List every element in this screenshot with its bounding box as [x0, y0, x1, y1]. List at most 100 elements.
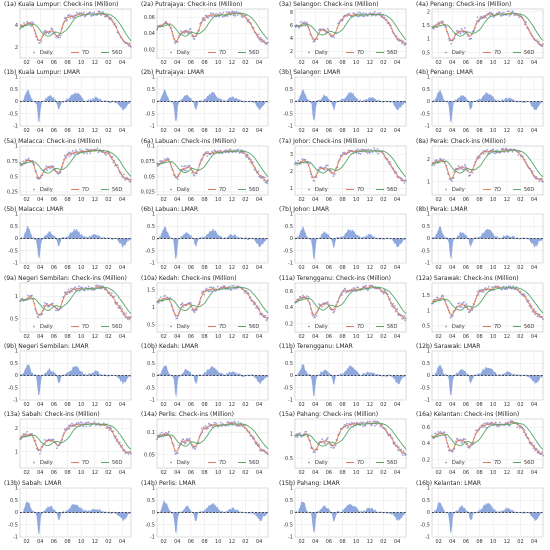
daily-point [110, 292, 113, 295]
x-tick-label: 04 [119, 470, 125, 476]
daily-point [397, 449, 399, 452]
daily-point [190, 303, 193, 306]
panel-title: (9b) Negeri Sembilan: LMAR [4, 343, 89, 350]
series-7d-line [156, 12, 269, 44]
daily-point [255, 306, 257, 309]
plot-area [294, 418, 407, 469]
x-tick-label: 02 [242, 470, 248, 476]
daily-point [508, 14, 511, 17]
daily-point [126, 318, 129, 320]
daily-point [184, 165, 187, 167]
legend-label: Daily [315, 324, 328, 330]
x-tick-label: 08 [476, 197, 482, 203]
y-tick-label: 0.4 [422, 441, 430, 447]
x-tick-label: 12 [92, 60, 98, 66]
lmar-panel-perlis: (14b) Perlis: LMAR 02 04 06 08 10 12 02 04 -1 -0.5… [139, 479, 273, 546]
daily-point [358, 15, 361, 18]
y-tick-label: -0.5 [283, 385, 293, 391]
x-tick-label: 06 [51, 539, 57, 545]
x-tick-label: 06 [51, 197, 57, 203]
daily-point [86, 152, 88, 155]
daily-point [479, 156, 481, 159]
daily-point [461, 165, 464, 168]
lmar-area [431, 225, 544, 259]
y-tick-label: 0 [15, 373, 18, 379]
x-tick-label: 04 [312, 197, 318, 203]
x-tick-label: 04 [531, 470, 537, 476]
daily-point [129, 180, 132, 183]
x-tick-label: 04 [531, 197, 537, 203]
legend-label: 7D [357, 460, 364, 466]
daily-point [237, 421, 240, 423]
legend: Daily 7D 56D [33, 460, 122, 466]
daily-point [215, 422, 217, 425]
daily-point [174, 42, 177, 45]
x-tick-label: 12 [92, 402, 98, 408]
daily-point [211, 15, 214, 18]
series-7d-line [294, 13, 407, 45]
x-tick-label: 02 [517, 402, 523, 408]
x-tick-label: 02 [160, 402, 166, 408]
daily-point [442, 295, 445, 298]
legend: Daily 7D 56D [308, 324, 397, 330]
daily-point [202, 16, 205, 19]
x-tick-label: 04 [531, 539, 537, 545]
daily-point [432, 28, 435, 30]
daily-point [241, 16, 244, 19]
daily-point [168, 158, 170, 160]
y-tick-label: 1 [290, 486, 293, 492]
legend-marker [308, 51, 310, 54]
daily-point [366, 152, 369, 154]
x-tick-label: 02 [23, 470, 29, 476]
daily-point [314, 316, 316, 319]
daily-point [490, 286, 493, 288]
x-tick-label: 02 [380, 334, 386, 340]
x-tick-label: 06 [51, 128, 57, 134]
lmar-area [431, 89, 544, 123]
x-tick-label: 04 [394, 128, 400, 134]
x-tick-label: 10 [490, 265, 496, 271]
x-tick-label: 02 [160, 197, 166, 203]
x-tick-label: 06 [51, 334, 57, 340]
daily-point [98, 284, 100, 287]
daily-point [480, 15, 483, 18]
daily-point [321, 305, 324, 308]
daily-point [99, 285, 102, 287]
daily-point [498, 11, 501, 14]
y-tick-label: 1 [290, 75, 293, 81]
daily-point [52, 165, 55, 168]
daily-point [71, 150, 74, 152]
y-tick-label: 0.5 [10, 316, 18, 322]
lmar-panel-johor: (7b) Johor: LMAR 02 04 06 08 10 12 02 04 -1 -0.5 0 0… [277, 205, 411, 272]
daily-point [200, 427, 203, 430]
x-tick-label: 06 [51, 470, 57, 476]
daily-point [158, 298, 161, 300]
x-tick-label: 02 [435, 60, 441, 66]
x-tick-label: 08 [201, 197, 207, 203]
daily-point [203, 293, 206, 296]
daily-point [532, 447, 535, 450]
legend-label: 7D [357, 324, 364, 330]
daily-point [130, 46, 132, 48]
lmar-panel-labuan: (6b) Labuan: LMAR 02 04 06 08 10 12 02 04 -1 -0.5 0… [139, 205, 273, 272]
checkins-panel-sarawak: (12a) Sarawak: Check-ins (Million) 02 04 06… [414, 274, 548, 341]
daily-point [461, 441, 464, 444]
daily-point [164, 158, 166, 160]
panel-title: (6b) Labuan: LMAR [141, 206, 198, 213]
daily-point [82, 152, 85, 155]
daily-point [43, 304, 45, 307]
x-tick-label: 02 [105, 197, 111, 203]
daily-point [397, 446, 400, 449]
daily-point [533, 308, 536, 311]
y-tick-label: 0.5 [147, 224, 155, 230]
x-tick-label: 04 [37, 60, 43, 66]
daily-point [51, 302, 54, 305]
daily-point [442, 20, 445, 23]
y-tick-label: 0.2 [285, 322, 293, 328]
daily-point [298, 432, 301, 435]
x-tick-label: 08 [64, 402, 70, 408]
daily-point [235, 10, 238, 13]
